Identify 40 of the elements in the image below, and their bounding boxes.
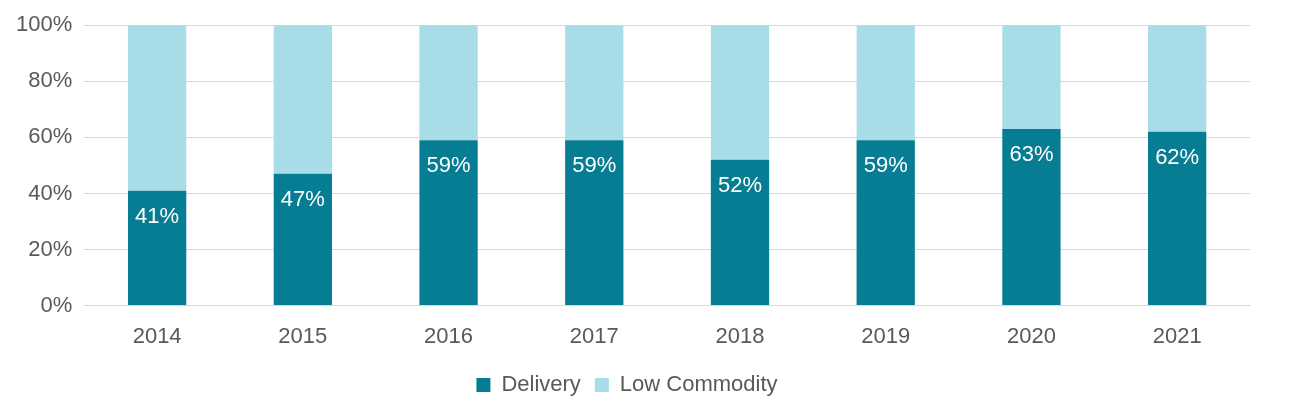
- y-tick-label: 20%: [28, 235, 73, 261]
- data-label: 52%: [717, 171, 763, 197]
- legend-label: Low Commodity: [619, 371, 778, 397]
- data-label: 59%: [426, 152, 471, 178]
- bar: [856, 140, 915, 306]
- x-tick-label: 2020: [1006, 322, 1056, 348]
- legend-label: Delivery: [501, 371, 581, 397]
- bar: [710, 159, 770, 306]
- data-label: 41%: [135, 202, 180, 228]
- x-tick-label: 2019: [861, 322, 911, 348]
- data-label: 59%: [572, 152, 617, 178]
- bar: [1002, 25, 1061, 129]
- y-tick-label: 60%: [28, 123, 73, 149]
- x-tick-label: 2017: [569, 322, 619, 348]
- x-tick-label: 2018: [715, 322, 765, 348]
- bar: [710, 25, 770, 160]
- data-label: 62%: [1155, 143, 1200, 169]
- data-label: 59%: [863, 152, 908, 178]
- bar: [1002, 128, 1061, 306]
- y-tick-label: 0%: [40, 291, 73, 317]
- x-tick-label: 2015: [278, 322, 328, 348]
- bar: [565, 140, 624, 306]
- data-label: 47%: [280, 185, 325, 211]
- bar: [127, 190, 187, 306]
- bar: [1148, 131, 1207, 306]
- x-tick-label: 2016: [424, 322, 474, 348]
- bar: [856, 25, 915, 141]
- bar: [419, 25, 478, 141]
- x-tick-label: 2014: [132, 322, 182, 348]
- bar: [127, 25, 187, 191]
- y-tick-label: 40%: [28, 179, 73, 205]
- data-label: 63%: [1009, 141, 1054, 167]
- bar: [1148, 25, 1207, 132]
- y-tick-label: 80%: [28, 67, 73, 93]
- x-tick-label: 2021: [1152, 322, 1202, 348]
- bar: [273, 173, 332, 306]
- bar: [565, 25, 624, 141]
- bar: [419, 140, 478, 306]
- bar: [273, 25, 332, 174]
- y-tick-label: 100%: [15, 11, 73, 37]
